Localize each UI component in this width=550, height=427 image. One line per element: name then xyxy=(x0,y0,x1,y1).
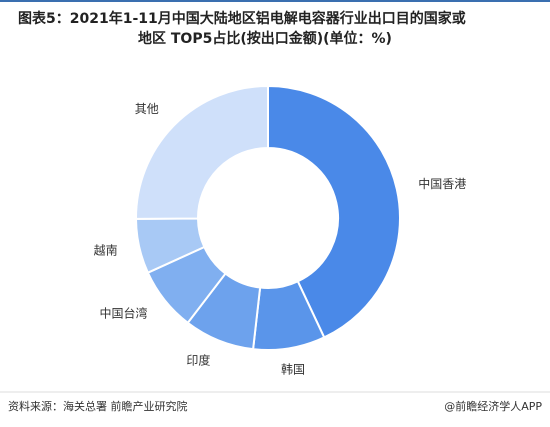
slice-label: 越南 xyxy=(94,243,118,258)
chart-title: 地区 TOP5占比(按出口金额)(单位：%) xyxy=(138,30,392,47)
slice-label: 印度 xyxy=(186,352,210,367)
slice-label: 韩国 xyxy=(281,361,305,376)
chart-title: 图表5：2021年1-11月中国大陆地区铝电解电容器行业出口目的国家或 xyxy=(18,10,466,27)
slice-label: 其他 xyxy=(135,102,159,116)
slice-label: 中国香港 xyxy=(418,176,466,191)
source: 资料来源：海关总署 前瞻产业研究院 xyxy=(8,399,188,413)
credit: @前瞻经济学人APP xyxy=(444,399,542,413)
slice xyxy=(135,84,269,220)
slice xyxy=(267,84,401,339)
slice-label: 中国台湾 xyxy=(99,305,147,320)
